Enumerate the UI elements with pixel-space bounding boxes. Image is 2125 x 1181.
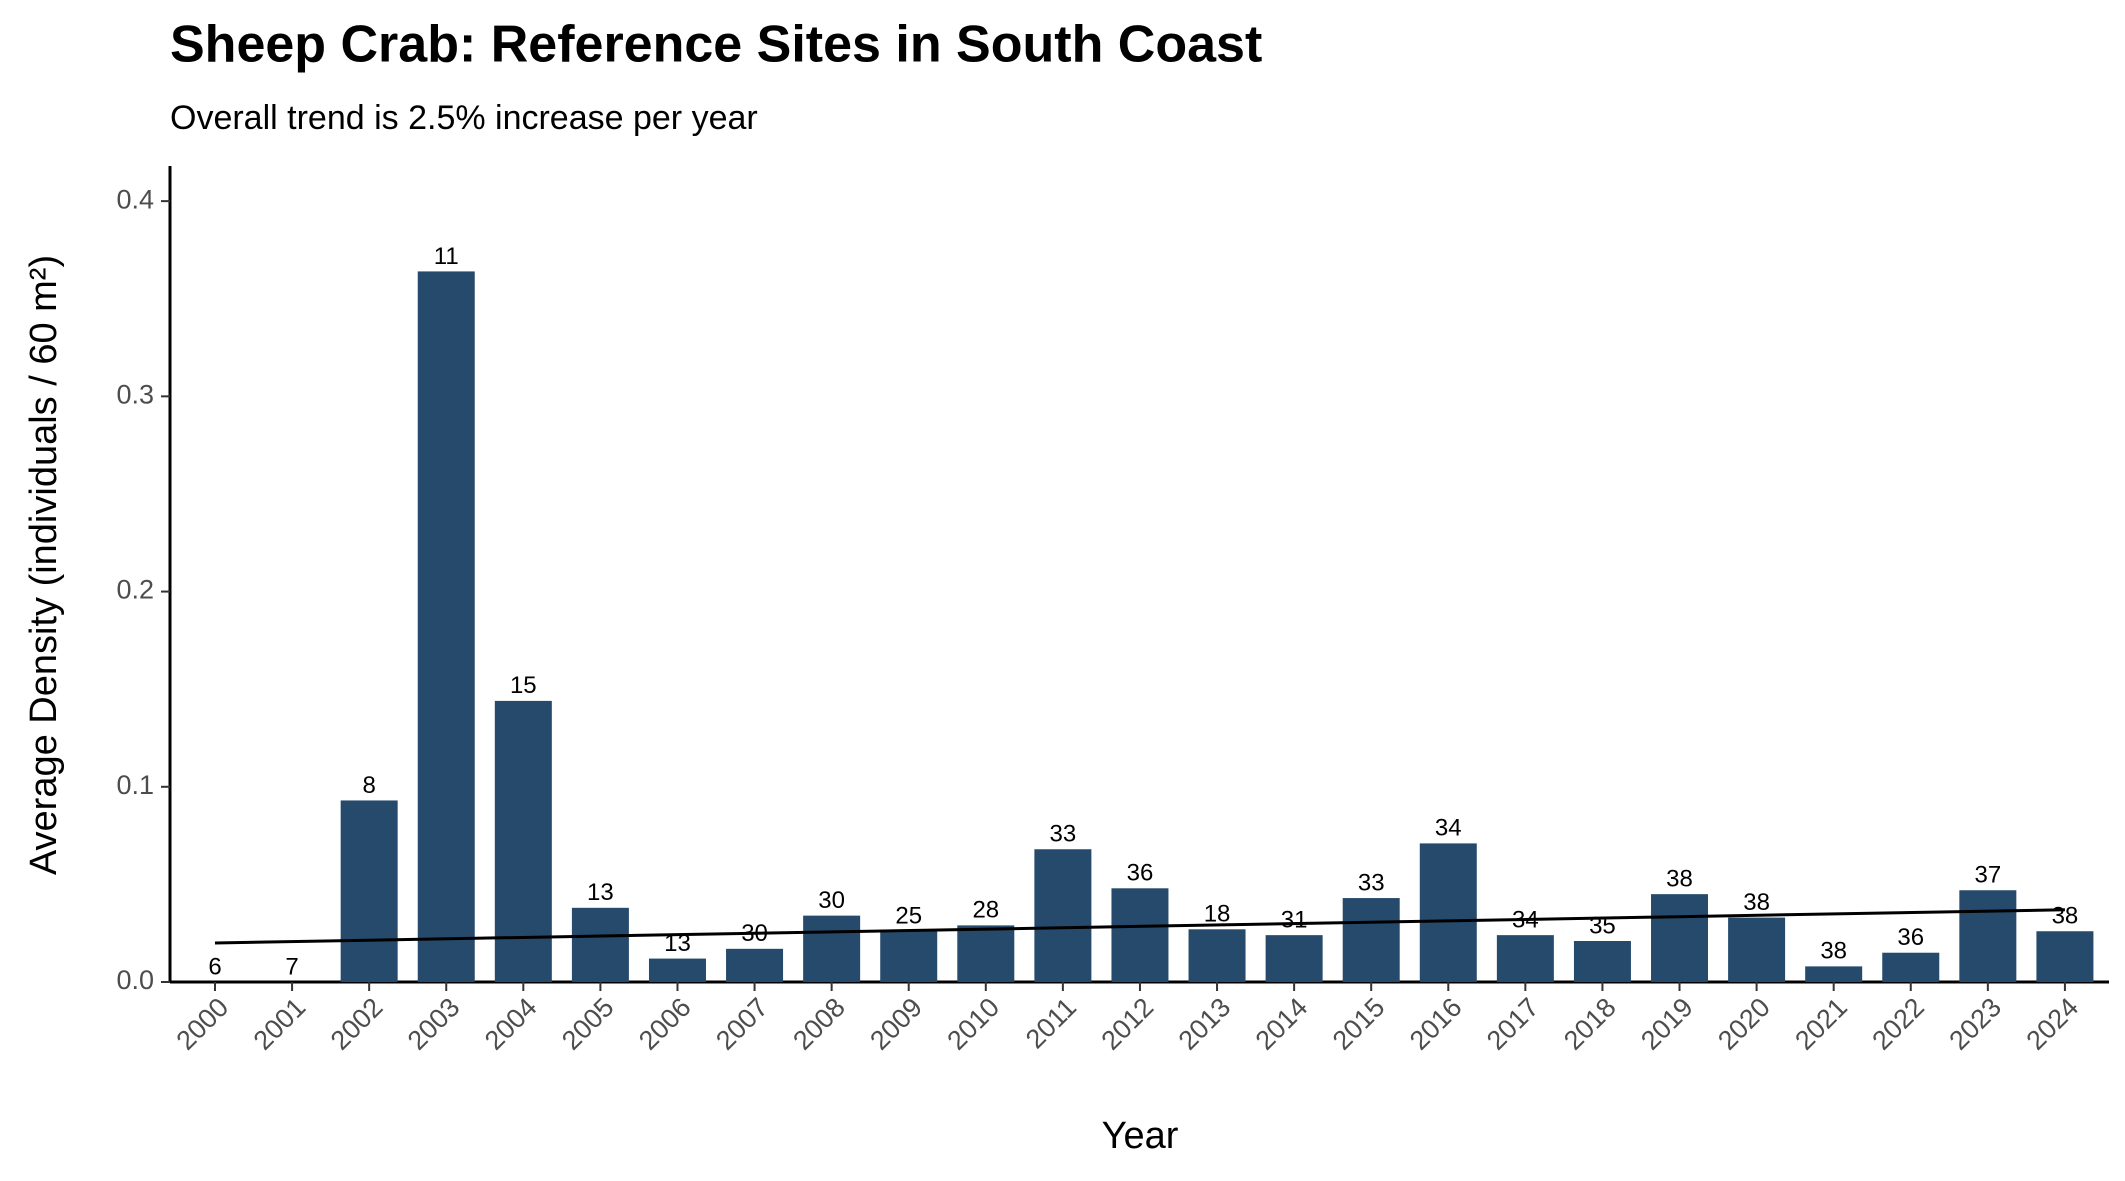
x-tick-label: 2007 bbox=[710, 992, 774, 1056]
sample-size-label: 34 bbox=[1435, 815, 1462, 842]
x-tick-label: 2017 bbox=[1481, 992, 1545, 1056]
sample-size-label: 11 bbox=[434, 243, 459, 270]
x-tick-label: 2005 bbox=[556, 992, 620, 1056]
y-tick-label: 0.0 bbox=[116, 965, 154, 995]
x-tick-label: 2021 bbox=[1789, 992, 1853, 1056]
sample-size-label: 6 bbox=[208, 953, 221, 980]
chart-title: Sheep Crab: Reference Sites in South Coa… bbox=[170, 16, 1262, 74]
x-tick-label: 2016 bbox=[1404, 992, 1468, 1056]
x-tick-label: 2006 bbox=[633, 992, 697, 1056]
bar bbox=[803, 915, 861, 982]
sample-size-label: 30 bbox=[818, 887, 845, 914]
sample-size-label: 31 bbox=[1281, 906, 1308, 933]
bar bbox=[957, 925, 1015, 982]
sample-size-label: 15 bbox=[510, 672, 537, 699]
bar bbox=[340, 800, 398, 982]
sample-size-label: 33 bbox=[1358, 869, 1385, 896]
bar bbox=[1342, 898, 1400, 982]
bar bbox=[1111, 888, 1169, 982]
x-tick-label: 2020 bbox=[1712, 992, 1776, 1056]
x-tick-label: 2014 bbox=[1250, 992, 1314, 1056]
x-tick-label: 2015 bbox=[1327, 992, 1391, 1056]
x-tick-label: 2023 bbox=[1943, 992, 2007, 1056]
sample-size-label: 13 bbox=[587, 879, 614, 906]
sample-size-label: 33 bbox=[1050, 821, 1077, 848]
bar bbox=[1265, 935, 1323, 982]
sample-size-label: 38 bbox=[2052, 903, 2079, 930]
bar bbox=[1805, 966, 1863, 982]
x-tick-label: 2003 bbox=[402, 992, 466, 1056]
bar bbox=[1651, 894, 1709, 982]
bar bbox=[417, 271, 475, 982]
x-tick-label: 2022 bbox=[1866, 992, 1930, 1056]
x-tick-label: 2013 bbox=[1173, 992, 1237, 1056]
y-tick-label: 0.2 bbox=[116, 575, 154, 605]
chart-subtitle: Overall trend is 2.5% increase per year bbox=[170, 99, 758, 137]
x-tick-label: 2009 bbox=[864, 992, 928, 1056]
bar bbox=[2036, 931, 2094, 982]
bar bbox=[1496, 935, 1554, 982]
x-tick-label: 2008 bbox=[787, 992, 851, 1056]
y-tick-label: 0.3 bbox=[116, 379, 154, 409]
x-tick-label: 2012 bbox=[1096, 992, 1160, 1056]
bar bbox=[494, 700, 552, 982]
sample-size-label: 38 bbox=[1666, 865, 1693, 892]
sample-size-label: 25 bbox=[895, 903, 922, 930]
bar bbox=[880, 931, 938, 982]
sample-size-label: 38 bbox=[1743, 889, 1770, 916]
y-axis-title: Average Density (individuals / 60 m²) bbox=[23, 255, 65, 875]
sample-size-label: 36 bbox=[1897, 924, 1924, 951]
bar bbox=[571, 907, 629, 982]
x-tick-label: 2024 bbox=[2021, 992, 2085, 1056]
sample-size-label: 8 bbox=[362, 772, 375, 799]
bar bbox=[1882, 952, 1940, 982]
bar bbox=[1188, 929, 1246, 982]
x-tick-label: 2019 bbox=[1635, 992, 1699, 1056]
y-tick-label: 0.1 bbox=[116, 770, 154, 800]
x-tick-label: 2011 bbox=[1020, 992, 1082, 1054]
bar bbox=[1728, 917, 1786, 982]
sample-size-label: 28 bbox=[972, 897, 999, 924]
bar bbox=[1419, 843, 1477, 982]
trend-line bbox=[214, 908, 2065, 945]
bar bbox=[1573, 941, 1631, 982]
sample-size-label: 35 bbox=[1589, 912, 1616, 939]
sample-size-label: 38 bbox=[1820, 938, 1847, 965]
sample-size-label: 18 bbox=[1204, 901, 1231, 928]
x-tick-label: 2004 bbox=[479, 992, 543, 1056]
bar bbox=[1034, 849, 1092, 982]
x-tick-label: 2002 bbox=[325, 992, 389, 1056]
x-tick-label: 2000 bbox=[171, 992, 235, 1056]
x-axis-title: Year bbox=[1102, 1115, 1179, 1157]
bar bbox=[648, 958, 706, 982]
sample-size-label: 37 bbox=[1974, 862, 2001, 889]
bar bbox=[1959, 890, 2017, 982]
sample-size-label: 7 bbox=[285, 953, 298, 980]
y-tick-label: 0.4 bbox=[116, 184, 154, 214]
x-tick-label: 2001 bbox=[248, 992, 312, 1056]
bar bbox=[726, 948, 784, 982]
x-tick-label: 2018 bbox=[1558, 992, 1622, 1056]
x-tick-label: 2010 bbox=[941, 992, 1005, 1056]
sample-size-label: 36 bbox=[1127, 860, 1154, 887]
